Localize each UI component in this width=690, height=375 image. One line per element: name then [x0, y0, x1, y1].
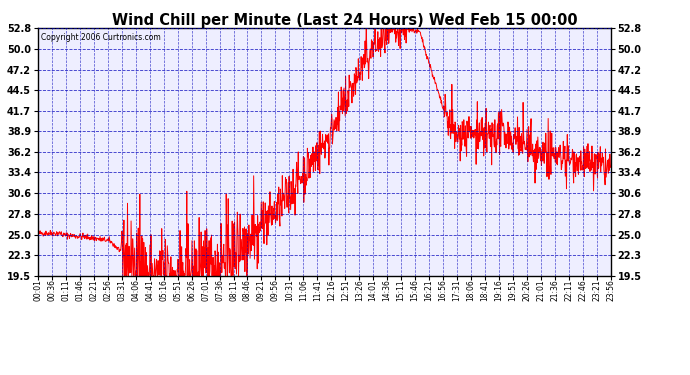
Text: 04:06: 04:06: [131, 279, 140, 302]
Text: 17:31: 17:31: [453, 279, 462, 301]
Text: 19:51: 19:51: [509, 279, 518, 301]
Text: 05:16: 05:16: [159, 279, 168, 301]
Text: 01:46: 01:46: [75, 279, 84, 301]
Text: 23:21: 23:21: [592, 279, 601, 301]
Text: 22:11: 22:11: [564, 279, 573, 301]
Text: 11:41: 11:41: [313, 279, 322, 301]
Text: 00:36: 00:36: [48, 279, 57, 302]
Text: 21:01: 21:01: [536, 279, 545, 301]
Text: 08:11: 08:11: [229, 279, 238, 301]
Text: 15:46: 15:46: [411, 279, 420, 301]
Text: 08:46: 08:46: [243, 279, 252, 301]
Text: 09:21: 09:21: [257, 279, 266, 301]
Text: 10:31: 10:31: [285, 279, 294, 301]
Text: 20:26: 20:26: [522, 279, 531, 301]
Text: 01:11: 01:11: [61, 279, 70, 301]
Text: 14:01: 14:01: [368, 279, 377, 301]
Text: 02:21: 02:21: [89, 279, 98, 301]
Text: 16:56: 16:56: [439, 279, 448, 301]
Text: Wind Chill per Minute (Last 24 Hours) Wed Feb 15 00:00: Wind Chill per Minute (Last 24 Hours) We…: [112, 13, 578, 28]
Text: 02:56: 02:56: [104, 279, 112, 301]
Text: 19:16: 19:16: [495, 279, 504, 301]
Text: 04:41: 04:41: [145, 279, 154, 301]
Text: 23:56: 23:56: [606, 279, 615, 301]
Text: 18:06: 18:06: [466, 279, 475, 301]
Text: 18:41: 18:41: [480, 279, 489, 301]
Text: 03:31: 03:31: [117, 279, 126, 301]
Text: 07:01: 07:01: [201, 279, 210, 301]
Text: 00:01: 00:01: [33, 279, 43, 301]
Text: 14:36: 14:36: [383, 279, 392, 301]
Text: 12:51: 12:51: [341, 279, 350, 301]
Text: Copyright 2006 Curtronics.com: Copyright 2006 Curtronics.com: [41, 33, 161, 42]
Text: 22:46: 22:46: [578, 279, 587, 301]
Text: 09:56: 09:56: [271, 279, 280, 302]
Text: 15:11: 15:11: [397, 279, 406, 301]
Text: 13:26: 13:26: [355, 279, 364, 301]
Text: 11:06: 11:06: [299, 279, 308, 301]
Text: 05:51: 05:51: [173, 279, 182, 301]
Text: 12:16: 12:16: [327, 279, 336, 301]
Text: 21:36: 21:36: [551, 279, 560, 301]
Text: 07:36: 07:36: [215, 279, 224, 302]
Text: 06:26: 06:26: [187, 279, 196, 301]
Text: 16:21: 16:21: [424, 279, 433, 301]
